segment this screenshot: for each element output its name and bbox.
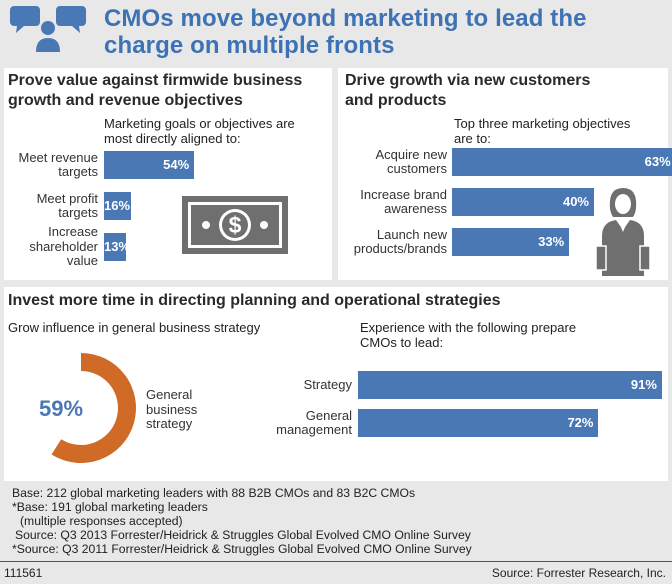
source-credit: Source: Forrester Research, Inc. [491, 566, 666, 580]
panel-prove-value: Prove value against firmwide business gro… [4, 68, 332, 280]
panel-subtitle: Top three marketing objectives are to: [454, 116, 631, 146]
bar-value-label: 40% [562, 194, 589, 209]
page-title: CMOs move beyond marketing to lead the c… [104, 5, 587, 59]
divider [0, 561, 672, 562]
experience-subtitle: Experience with the following prepare CMO… [360, 320, 577, 350]
bar-value-label: 13% [104, 239, 131, 254]
bar [452, 148, 672, 176]
bar [358, 409, 599, 437]
bar-category-label: Increase shareholder value [29, 224, 98, 269]
bar-value-label: 54% [163, 157, 190, 172]
panel-invest-time: Invest more time in directing planning a… [4, 287, 668, 481]
bar-category-label: Meet revenue targets [18, 149, 99, 179]
donut-slice-label: General business strategy [146, 387, 198, 431]
bar-category-label: General management [276, 407, 352, 437]
bar [104, 233, 126, 261]
panel-subtitle: Marketing goals or objectives are most di… [104, 116, 295, 146]
bar-category-label: Strategy [303, 376, 352, 392]
bar-value-label: 91% [630, 377, 657, 392]
bar-category-label: Launch new products/brands [353, 226, 447, 256]
dollar-bill-icon: $ [182, 196, 288, 254]
chat-people-icon [10, 6, 86, 52]
footnote: (multiple responses accepted) [20, 514, 183, 528]
panel-title: Prove value against firmwide business gro… [8, 72, 303, 109]
donut-slice [51, 353, 136, 463]
footnote: *Source: Q3 2011 Forrester/Heidrick & St… [12, 542, 472, 556]
bar-value-label: 63% [644, 154, 671, 169]
panel-title: Drive growth via new customers and produc… [345, 72, 591, 109]
footnote: *Base: 191 global marketing leaders [12, 500, 208, 514]
bar [104, 192, 131, 220]
bar [104, 151, 195, 179]
svg-text:$: $ [229, 212, 242, 238]
businesswoman-icon [596, 188, 650, 276]
bar-value-label: 33% [538, 234, 565, 249]
bar-value-label: 72% [567, 415, 594, 430]
panel-title: Invest more time in directing planning a… [8, 292, 501, 309]
figure-id: 111561 [4, 566, 43, 580]
donut-subtitle: Grow influence in general business strat… [8, 320, 261, 335]
panel-drive-growth: Drive growth via new customers and produc… [338, 68, 672, 280]
footnote: Base: 212 global marketing leaders with … [12, 486, 416, 500]
footnote: Source: Q3 2013 Forrester/Heidrick & Str… [15, 528, 471, 542]
bar [452, 188, 594, 216]
bar-category-label: Increase brand awareness [360, 186, 447, 216]
donut-value-label: 59% [39, 396, 83, 421]
bar-value-label: 16% [104, 198, 131, 213]
bar [358, 371, 662, 399]
donut-chart: 59% [39, 353, 136, 463]
bar-category-label: Acquire new customers [375, 146, 447, 176]
bar-category-label: Meet profit targets [36, 190, 98, 220]
bar [452, 228, 570, 256]
